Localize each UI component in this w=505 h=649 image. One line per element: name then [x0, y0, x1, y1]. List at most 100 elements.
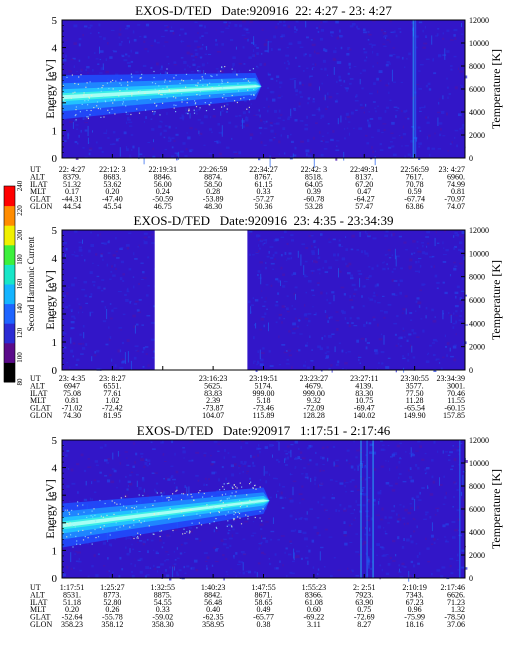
panel-title: EXOS-D/TED Date:920916 23: 4:35 - 23:34:…	[134, 213, 394, 228]
orbit-cell: 83.83	[204, 389, 222, 398]
orbit-cell: 8137.	[355, 172, 373, 181]
orbit-cell: 37.06	[447, 620, 465, 629]
orbit-cell: 0.81	[65, 396, 79, 405]
orbit-cell: -55.78	[102, 613, 123, 622]
y-tick-label: 4	[52, 43, 58, 55]
orbit-cell: -71.02	[62, 404, 83, 413]
orbit-cell: -59.02	[152, 613, 173, 622]
orbit-cell: -52.64	[62, 613, 83, 622]
orbit-cell: 22:56:59	[400, 165, 428, 174]
orbit-cell: 23:30:55	[400, 374, 428, 383]
y2-tick-label: 2000	[469, 131, 485, 140]
colorbar: 80 100 120 140 160 180 200 220 240 Second Harmoni…	[3, 180, 36, 386]
orbit-cell: 0.47	[357, 187, 371, 196]
orbit-cell: 4679.	[305, 381, 323, 390]
orbit-row-label: ILAT	[30, 180, 47, 189]
orbit-cell: 77.50	[406, 389, 424, 398]
colorbar-segment	[4, 244, 15, 265]
orbit-cell: 8683.	[103, 172, 121, 181]
orbit-cell: 8366.	[305, 590, 323, 599]
orbit-cell: -72.69	[354, 613, 375, 622]
y-tick-label: 0	[52, 153, 58, 165]
orbit-cell: 74.30	[63, 411, 81, 420]
spectrogram-panel-2: EXOS-D/TED Date:920916 23: 4:35 - 23:34:…	[30, 213, 503, 420]
orbit-cell: 67.23	[406, 598, 424, 607]
orbit-cell: 8875.	[154, 590, 172, 599]
orbit-cell: 46.75	[154, 202, 172, 211]
spectrogram-background	[62, 230, 465, 370]
orbit-cell: -44.31	[62, 195, 83, 204]
y2-tick-label: 4000	[469, 319, 485, 328]
y2-tick-label: 8000	[469, 482, 485, 491]
orbit-cell: -65.54	[404, 404, 425, 413]
orbit-row-label: UT	[30, 583, 41, 592]
spectrogram-panel-3: EXOS-D/TED Date:920917 1:17:51 - 2:17:46…	[30, 423, 503, 629]
orbit-cell: 23:19:51	[249, 374, 277, 383]
orbit-cell: -75.99	[404, 613, 425, 622]
vertical-streak	[372, 440, 374, 578]
colorbar-tick-label: 240	[16, 180, 24, 191]
orbit-cell: 1.32	[451, 605, 465, 614]
colorbar-segment	[4, 362, 15, 383]
orbit-cell: 67.20	[355, 180, 373, 189]
orbit-cell: 53.62	[103, 180, 121, 189]
orbit-row-label: UT	[30, 165, 41, 174]
orbit-cell: 0.81	[451, 187, 465, 196]
orbit-cell: 115.89	[253, 411, 275, 420]
orbit-cell: 23: 4:27	[439, 165, 465, 174]
orbit-row-label: GLAT	[30, 613, 51, 622]
orbit-cell: 0.24	[156, 187, 170, 196]
orbit-cell: -57.27	[253, 195, 274, 204]
orbit-cell: 23:27:11	[350, 374, 378, 383]
orbit-cell: -70.97	[444, 195, 465, 204]
orbit-cell: 53.28	[305, 202, 323, 211]
orbit-cell: 0.38	[257, 620, 271, 629]
orbit-cell: 140.02	[353, 411, 375, 420]
orbit-cell: 8767.	[255, 172, 273, 181]
colorbar-tick-label: 160	[16, 278, 24, 289]
y2-tick-label: 8000	[469, 273, 485, 282]
orbit-row-label: UT	[30, 374, 41, 383]
data-gap	[154, 230, 248, 370]
orbit-row-label: GLON	[30, 202, 52, 211]
y-tick-label: 4	[52, 463, 58, 475]
y-tick-label: 2	[52, 518, 58, 530]
y-tick-label: 5	[52, 225, 58, 237]
orbit-cell: 104.07	[202, 411, 224, 420]
orbit-row-label: MLT	[30, 605, 46, 614]
orbit-cell: 23:34:39	[437, 374, 465, 383]
orbit-cell: 157.85	[443, 411, 465, 420]
colorbar-label: Second Harmonic Current	[26, 236, 36, 331]
orbit-row-label: MLT	[30, 396, 46, 405]
orbit-row-label: ALT	[30, 590, 45, 599]
colorbar-segment	[4, 186, 15, 207]
orbit-cell: 0.20	[105, 187, 119, 196]
orbit-cell: 8773.	[103, 590, 121, 599]
orbit-cell: 0.75	[357, 605, 371, 614]
orbit-cell: 54.55	[154, 598, 172, 607]
orbit-cell: 6626.	[447, 590, 465, 599]
orbit-cell: 11.55	[447, 396, 465, 405]
orbit-row-label: ALT	[30, 172, 45, 181]
colorbar-tick-label: 220	[16, 205, 24, 216]
orbit-cell: 128.28	[303, 411, 325, 420]
y-tick-label: 3	[52, 490, 58, 502]
orbit-cell: 1:47:55	[251, 583, 275, 592]
orbit-cell: 6551.	[103, 381, 121, 390]
orbit-cell: 74.07	[447, 202, 465, 211]
y2-tick-label: 12000	[469, 226, 489, 235]
orbit-cell: 45.54	[103, 202, 121, 211]
orbit-cell: 1.02	[105, 396, 119, 405]
y2-tick-label: 4000	[469, 108, 485, 117]
orbit-cell: 1:17:51	[60, 583, 84, 592]
orbit-cell: 64.05	[305, 180, 323, 189]
y-tick-label: 5	[52, 435, 58, 447]
orbit-cell: 70.46	[447, 389, 465, 398]
colorbar-segment	[4, 303, 15, 324]
orbit-cell: 358.23	[61, 620, 83, 629]
vertical-streak	[366, 440, 368, 578]
y2-tick-label: 6000	[469, 505, 485, 514]
orbit-cell: 2:10:19	[402, 583, 426, 592]
orbit-cell: 0.26	[105, 605, 119, 614]
y2-tick-label: 0	[469, 154, 473, 163]
